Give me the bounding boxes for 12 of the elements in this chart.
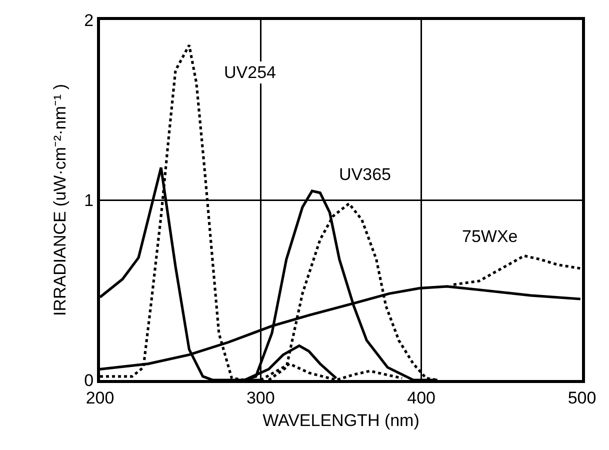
y-tick-label: 2 bbox=[84, 10, 94, 30]
y-tick-label: 0 bbox=[84, 370, 94, 390]
annotation: 75WXe bbox=[462, 227, 518, 246]
x-tick-label: 200 bbox=[86, 388, 114, 408]
y-axis-title: IRRADIANCE (uW·cm⁻²·nm⁻¹ ) bbox=[50, 84, 70, 316]
y-tick-label: 1 bbox=[84, 190, 94, 210]
annotation: UV254 bbox=[224, 63, 276, 82]
annotation: UV365 bbox=[339, 165, 391, 184]
x-tick-label: 300 bbox=[246, 388, 275, 408]
x-tick-label: 400 bbox=[407, 388, 436, 408]
x-axis-title: WAVELENGTH (nm) bbox=[262, 410, 420, 430]
x-tick-label: 500 bbox=[568, 388, 596, 408]
